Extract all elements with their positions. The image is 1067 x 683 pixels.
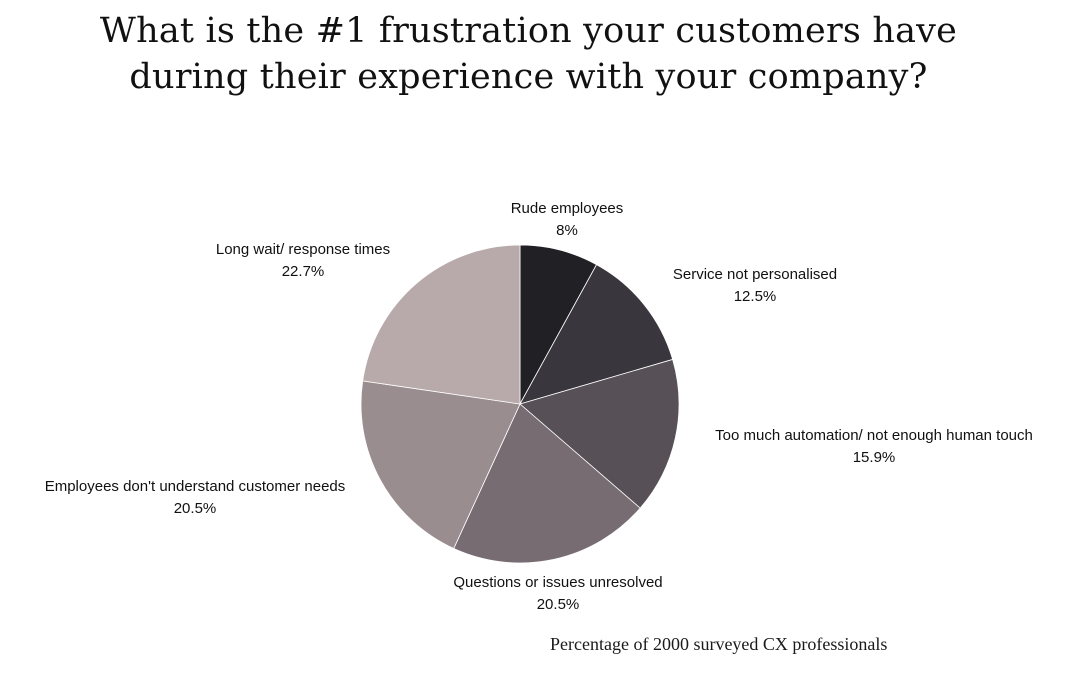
slice-label-long-wait-response-times: Long wait/ response times — [216, 241, 390, 258]
slice-value-questions-or-issues-unresolved: 20.5% — [537, 596, 580, 613]
pie-labels: Rude employees 8% Service not personalised… — [45, 200, 1033, 613]
slice-label-rude-employees: Rude employees — [511, 200, 624, 217]
chart-footnote: Percentage of 2000 surveyed CX professio… — [550, 634, 888, 654]
pie-slice-questions-or-issues-unresolved — [453, 403, 641, 564]
pie-slice-service-not-personalised — [519, 264, 674, 405]
pie-slice-long-wait-response-times — [362, 244, 521, 405]
slice-label-employees-don-t-understand-customer-needs: Employees don't understand customer need… — [45, 478, 346, 495]
slice-value-long-wait-response-times: 22.7% — [282, 263, 325, 280]
slice-value-employees-don-t-understand-customer-needs: 20.5% — [174, 500, 217, 517]
slice-value-too-much-automation-not-enough-human-touch: 15.9% — [853, 449, 896, 466]
slice-label-too-much-automation-not-enough-human-touch: Too much automation/ not enough human to… — [715, 427, 1033, 444]
chart-title-line-2: during their experience with your compan… — [129, 57, 928, 97]
chart-title: What is the #1 frustration your customer… — [0, 8, 1057, 100]
pie-slice-employees-don-t-understand-customer-needs — [360, 380, 521, 550]
pie-slice-too-much-automation-not-enough-human-touch — [519, 358, 680, 509]
slice-value-service-not-personalised: 12.5% — [734, 288, 777, 305]
chart-title-line-1: What is the #1 frustration your customer… — [99, 11, 958, 51]
slice-value-rude-employees: 8% — [556, 222, 578, 239]
pie-slices — [360, 244, 680, 564]
slice-label-questions-or-issues-unresolved: Questions or issues unresolved — [453, 574, 662, 591]
slice-label-service-not-personalised: Service not personalised — [673, 266, 837, 283]
